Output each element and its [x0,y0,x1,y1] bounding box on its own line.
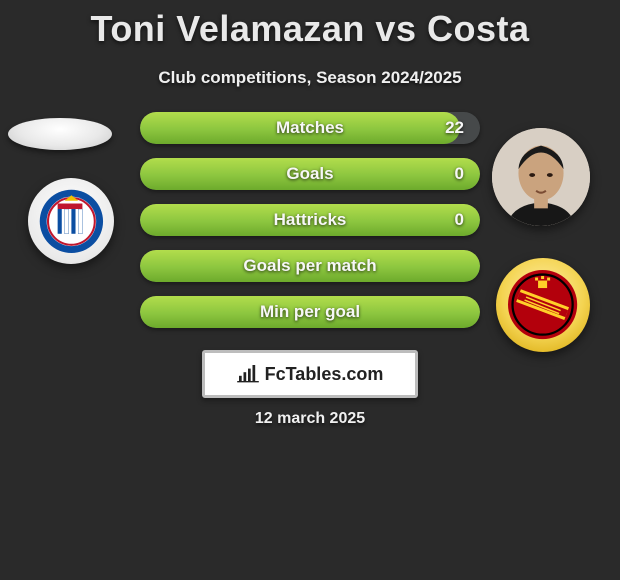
stat-bar-hattricks: Hattricks 0 [140,204,480,236]
stat-label: Goals [140,158,480,190]
subtitle: Club competitions, Season 2024/2025 [0,68,620,88]
stat-label: Hattricks [140,204,480,236]
stat-bar-min-per-goal: Min per goal [140,296,480,328]
stat-bar-goals-per-match: Goals per match [140,250,480,282]
attribution-card: FcTables.com [202,350,418,398]
stat-value-right: 22 [445,112,464,144]
attribution-text: FcTables.com [265,364,384,385]
stat-bar-matches: Matches 22 [140,112,480,144]
stat-bar-goals: Goals 0 [140,158,480,190]
stat-label: Min per goal [140,296,480,328]
stat-label: Goals per match [140,250,480,282]
stats-bars: Matches 22 Goals 0 Hattricks 0 Goals per… [140,112,480,328]
stat-value-right: 0 [455,158,464,190]
stat-label: Matches [140,112,480,144]
bar-chart-icon [237,365,259,383]
page-title: Toni Velamazan vs Costa [0,0,620,50]
date-text: 12 march 2025 [0,410,620,428]
stat-value-right: 0 [455,204,464,236]
